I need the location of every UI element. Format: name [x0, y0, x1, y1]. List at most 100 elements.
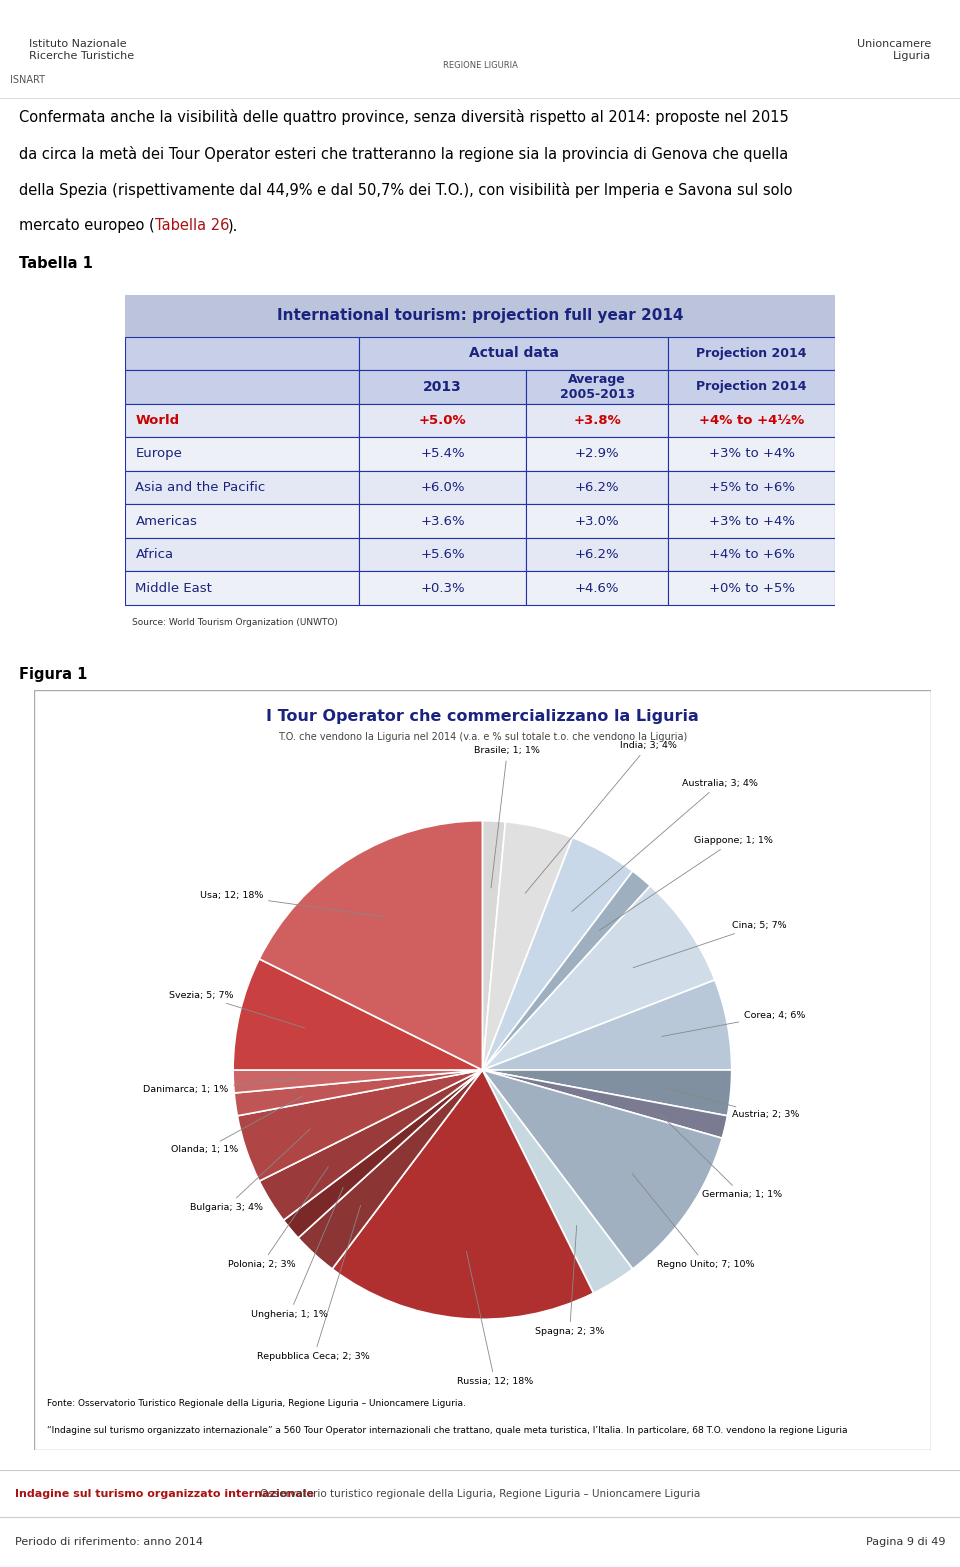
- Wedge shape: [483, 871, 650, 1070]
- Text: Istituto Nazionale
Ricerche Turistiche: Istituto Nazionale Ricerche Turistiche: [29, 39, 134, 61]
- Bar: [668, 437, 835, 470]
- Text: +6.2%: +6.2%: [575, 481, 619, 494]
- Text: Corea; 4; 6%: Corea; 4; 6%: [661, 1011, 805, 1036]
- Text: +5.4%: +5.4%: [420, 448, 465, 461]
- Bar: [526, 572, 668, 605]
- Wedge shape: [283, 1070, 483, 1238]
- Text: Usa; 12; 18%: Usa; 12; 18%: [200, 892, 385, 917]
- Bar: [125, 370, 359, 404]
- Text: Projection 2014: Projection 2014: [696, 346, 807, 360]
- Text: World: World: [135, 414, 180, 426]
- Bar: [125, 572, 359, 605]
- Wedge shape: [233, 1070, 483, 1094]
- Bar: [359, 537, 526, 572]
- Text: Bulgaria; 3; 4%: Bulgaria; 3; 4%: [190, 1128, 310, 1211]
- Text: Pagina 9 di 49: Pagina 9 di 49: [866, 1537, 945, 1547]
- Bar: [668, 537, 835, 572]
- Text: Americas: Americas: [135, 514, 198, 528]
- Bar: [526, 505, 668, 537]
- Text: Source: World Tourism Organization (UNWTO): Source: World Tourism Organization (UNWT…: [132, 619, 338, 627]
- Wedge shape: [259, 821, 483, 1070]
- Bar: [526, 404, 668, 437]
- Text: Germania; 1; 1%: Germania; 1; 1%: [660, 1113, 781, 1199]
- Bar: [526, 437, 668, 470]
- Text: +3.0%: +3.0%: [575, 514, 619, 528]
- Wedge shape: [483, 979, 732, 1070]
- Text: da circa la metà dei Tour Operator esteri che tratteranno la regione sia la prov: da circa la metà dei Tour Operator ester…: [19, 146, 788, 161]
- Text: Fonte: Osservatorio Turistico Regionale della Liguria, Regione Liguria – Unionca: Fonte: Osservatorio Turistico Regionale …: [47, 1399, 466, 1409]
- Text: +5.6%: +5.6%: [420, 548, 465, 561]
- Text: Austria; 2; 3%: Austria; 2; 3%: [663, 1087, 799, 1119]
- Bar: [359, 404, 526, 437]
- Text: +3.8%: +3.8%: [573, 414, 621, 426]
- Bar: [668, 337, 835, 370]
- Bar: [125, 437, 359, 470]
- Wedge shape: [483, 1070, 732, 1116]
- Wedge shape: [237, 1070, 483, 1182]
- Bar: [359, 470, 526, 505]
- Text: +6.2%: +6.2%: [575, 548, 619, 561]
- Wedge shape: [482, 821, 505, 1070]
- Text: Polonia; 2; 3%: Polonia; 2; 3%: [228, 1167, 328, 1269]
- Bar: [125, 404, 359, 437]
- Text: +4% to +6%: +4% to +6%: [708, 548, 795, 561]
- Text: REGIONE LIGURIA: REGIONE LIGURIA: [443, 61, 517, 71]
- Text: T.O. che vendono la Liguria nel 2014 (v.a. e % sul totale t.o. che vendono la Li: T.O. che vendono la Liguria nel 2014 (v.…: [277, 732, 687, 741]
- Text: Confermata anche la visibilità delle quattro province, senza diversità rispetto : Confermata anche la visibilità delle qua…: [19, 110, 789, 125]
- Text: Australia; 3; 4%: Australia; 3; 4%: [572, 779, 757, 912]
- Wedge shape: [332, 1070, 593, 1319]
- Text: ).: ).: [228, 218, 238, 233]
- Bar: [125, 337, 359, 370]
- Text: ISNART: ISNART: [10, 75, 44, 85]
- Text: Russia; 12; 18%: Russia; 12; 18%: [457, 1252, 533, 1387]
- Bar: [359, 437, 526, 470]
- Text: Svezia; 5; 7%: Svezia; 5; 7%: [169, 990, 305, 1028]
- Text: Periodo di riferimento: anno 2014: Periodo di riferimento: anno 2014: [15, 1537, 203, 1547]
- Text: Average
2005-2013: Average 2005-2013: [560, 373, 635, 401]
- Text: Spagna; 2; 3%: Spagna; 2; 3%: [535, 1225, 605, 1337]
- Bar: [125, 505, 359, 537]
- Text: Cina; 5; 7%: Cina; 5; 7%: [633, 921, 786, 968]
- Text: Africa: Africa: [135, 548, 174, 561]
- Text: Europe: Europe: [135, 448, 182, 461]
- Text: Danimarca; 1; 1%: Danimarca; 1; 1%: [143, 1078, 300, 1094]
- Wedge shape: [483, 1070, 728, 1138]
- Text: Middle East: Middle East: [135, 581, 212, 594]
- Text: India; 3; 4%: India; 3; 4%: [525, 741, 677, 893]
- Bar: [125, 470, 359, 505]
- Bar: [359, 370, 526, 404]
- Text: Tabella 26: Tabella 26: [155, 218, 229, 233]
- Bar: [668, 572, 835, 605]
- Text: Figura 1: Figura 1: [19, 666, 87, 682]
- Text: +3% to +4%: +3% to +4%: [708, 448, 795, 461]
- Text: +2.9%: +2.9%: [575, 448, 619, 461]
- Text: Giappone; 1; 1%: Giappone; 1; 1%: [599, 837, 773, 931]
- Wedge shape: [299, 1070, 483, 1269]
- Wedge shape: [483, 885, 715, 1070]
- Text: Asia and the Pacific: Asia and the Pacific: [135, 481, 266, 494]
- Text: “Indagine sul turismo organizzato internazionale” a 560 Tour Operator internazio: “Indagine sul turismo organizzato intern…: [47, 1426, 848, 1435]
- Text: +3% to +4%: +3% to +4%: [708, 514, 795, 528]
- Text: mercato europeo (: mercato europeo (: [19, 218, 155, 233]
- Text: 2013: 2013: [423, 379, 462, 393]
- Text: +4% to +4½%: +4% to +4½%: [699, 414, 804, 426]
- Text: International tourism: projection full year 2014: International tourism: projection full y…: [276, 309, 684, 323]
- Bar: [668, 505, 835, 537]
- Text: Brasile; 1; 1%: Brasile; 1; 1%: [474, 746, 540, 888]
- Wedge shape: [234, 1070, 483, 1116]
- Text: I Tour Operator che commercializzano la Liguria: I Tour Operator che commercializzano la …: [266, 708, 699, 724]
- Wedge shape: [483, 837, 633, 1070]
- Wedge shape: [483, 1070, 633, 1293]
- Wedge shape: [259, 1070, 483, 1221]
- Text: +4.6%: +4.6%: [575, 581, 619, 594]
- Wedge shape: [483, 821, 572, 1070]
- Text: Ungheria; 1; 1%: Ungheria; 1; 1%: [251, 1188, 344, 1319]
- Text: Projection 2014: Projection 2014: [696, 381, 807, 393]
- Text: della Spezia (rispettivamente dal 44,9% e dal 50,7% dei T.O.), con visibilità pe: della Spezia (rispettivamente dal 44,9% …: [19, 182, 793, 197]
- Text: +0% to +5%: +0% to +5%: [708, 581, 795, 594]
- Text: +6.0%: +6.0%: [420, 481, 465, 494]
- Bar: [526, 470, 668, 505]
- Bar: [668, 470, 835, 505]
- Text: Olanda; 1; 1%: Olanda; 1; 1%: [171, 1097, 302, 1155]
- Bar: [359, 337, 668, 370]
